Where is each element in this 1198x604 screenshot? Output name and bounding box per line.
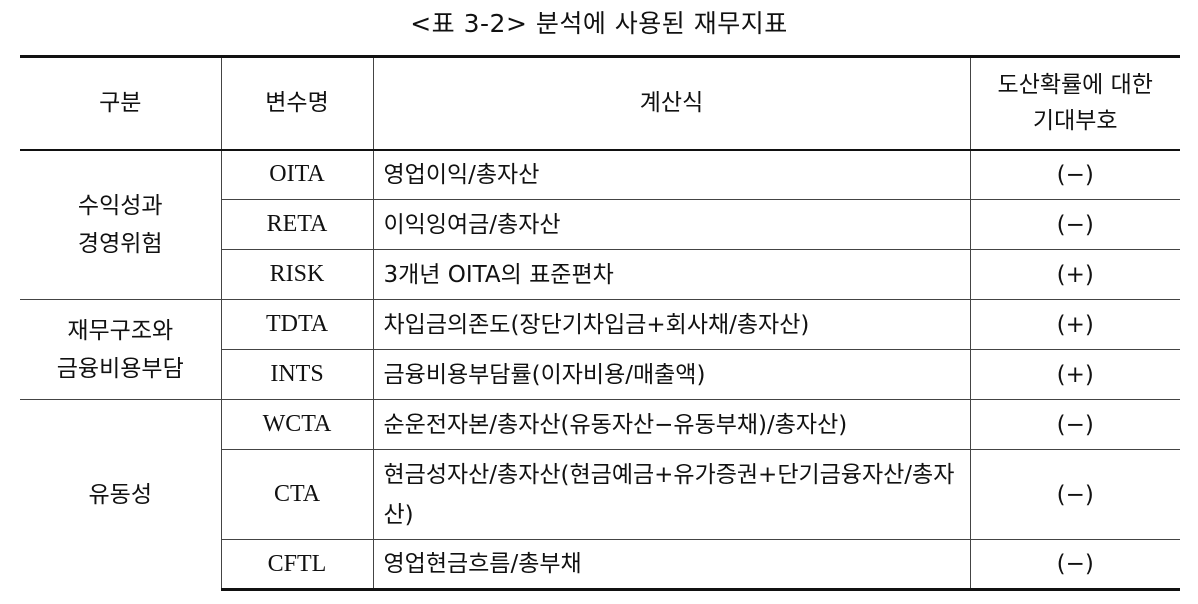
header-row: 구분 변수명 계산식 도산확률에 대한 기대부호 [20, 55, 1180, 151]
sign-cell: (−) [970, 149, 1180, 200]
table-row: 수익성과 경영위험 OITA 영업이익/총자산 (−) [20, 149, 1180, 300]
header-sign-line1: 도산확률에 대한 [997, 72, 1153, 99]
formula-cell: 금융비용부담률(이자비용/매출액) [373, 349, 971, 400]
group-liquidity: 유동성 [20, 399, 222, 590]
table-row: RETA 이익잉여금/총자산 (−) [20, 199, 1180, 250]
group-label-line1: 유동성 [88, 481, 152, 508]
table-row: CFTL 영업현금흐름/총부채 (−) [20, 539, 1180, 591]
sign-cell: (+) [970, 249, 1180, 300]
formula-cell: 영업현금흐름/총부채 [373, 539, 971, 591]
formula-cell: 영업이익/총자산 [373, 149, 971, 200]
variable-cell: INTS [221, 349, 374, 400]
header-variable: 변수명 [221, 55, 374, 151]
table-row: INTS 금융비용부담률(이자비용/매출액) (+) [20, 349, 1180, 400]
table-row: RISK 3개년 OITA의 표준편차 (+) [20, 249, 1180, 300]
variable-cell: CTA [221, 449, 374, 540]
group-profitability: 수익성과 경영위험 [20, 149, 222, 300]
table-row: 유동성 WCTA 순운전자본/총자산(유동자산−유동부채)/총자산) (−) [20, 399, 1180, 590]
variable-cell: CFTL [221, 539, 374, 591]
variable-cell: RETA [221, 199, 374, 250]
sign-cell: (−) [970, 449, 1180, 540]
header-category: 구분 [20, 55, 222, 151]
group-label-line2: 경영위험 [77, 230, 163, 257]
formula-cell: 이익잉여금/총자산 [373, 199, 971, 250]
table-row: 재무구조와 금융비용부담 TDTA 차입금의존도(장단기차입금+회사채/총자산)… [20, 299, 1180, 400]
sign-cell: (+) [970, 349, 1180, 400]
group-capital-structure: 재무구조와 금융비용부담 [20, 299, 222, 400]
sign-cell: (−) [970, 539, 1180, 591]
header-formula: 계산식 [373, 55, 971, 151]
table-caption: <표 3-2> 분석에 사용된 재무지표 [410, 9, 788, 38]
variable-cell: RISK [221, 249, 374, 300]
table-row: CTA 현금성자산/총자산(현금예금+유가증권+단기금융자산/총자산) (−) [20, 449, 1180, 540]
header-sign-line2: 기대부호 [1032, 108, 1118, 135]
group-label-line1: 재무구조와 [67, 317, 174, 344]
formula-cell: 현금성자산/총자산(현금예금+유가증권+단기금융자산/총자산) [373, 449, 971, 540]
header-expected-sign: 도산확률에 대한 기대부호 [970, 55, 1180, 151]
sign-cell: (−) [970, 399, 1180, 450]
sign-cell: (+) [970, 299, 1180, 350]
variable-cell: OITA [221, 149, 374, 200]
formula-cell: 차입금의존도(장단기차입금+회사채/총자산) [373, 299, 971, 350]
group-label-line1: 수익성과 [77, 192, 163, 219]
financial-indicators-table: 구분 변수명 계산식 도산확률에 대한 기대부호 수익성과 경영위험 OITA … [20, 55, 1180, 591]
sign-cell: (−) [970, 199, 1180, 250]
formula-cell: 순운전자본/총자산(유동자산−유동부채)/총자산) [373, 399, 971, 450]
variable-cell: TDTA [221, 299, 374, 350]
formula-cell: 3개년 OITA의 표준편차 [373, 249, 971, 300]
group-label-line2: 금융비용부담 [56, 355, 184, 382]
variable-cell: WCTA [221, 399, 374, 450]
